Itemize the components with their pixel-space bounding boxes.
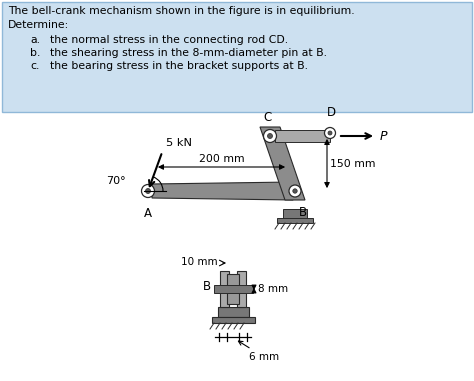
Text: the bearing stress in the bracket supports at B.: the bearing stress in the bracket suppor… <box>50 61 308 71</box>
Polygon shape <box>152 182 293 200</box>
Polygon shape <box>260 127 305 200</box>
Text: The bell-crank mechanism shown in the figure is in equilibrium.: The bell-crank mechanism shown in the fi… <box>8 6 355 16</box>
Text: the shearing stress in the 8-mm-diameter pin at B.: the shearing stress in the 8-mm-diameter… <box>50 48 327 58</box>
Circle shape <box>267 133 273 139</box>
Text: b.: b. <box>30 48 40 58</box>
Text: 6 mm: 6 mm <box>238 341 279 362</box>
Bar <box>212 317 255 323</box>
Text: 200 mm: 200 mm <box>199 154 244 164</box>
Circle shape <box>325 128 336 139</box>
Text: B: B <box>299 206 307 219</box>
Text: B: B <box>203 280 211 293</box>
Bar <box>214 285 253 293</box>
Text: A: A <box>144 207 152 220</box>
Bar <box>275 130 330 142</box>
Text: a.: a. <box>30 35 40 45</box>
Text: C: C <box>264 111 272 124</box>
Text: 70°: 70° <box>106 176 126 186</box>
FancyBboxPatch shape <box>2 2 472 112</box>
Circle shape <box>328 131 332 135</box>
Bar <box>283 209 307 219</box>
Text: 10 mm: 10 mm <box>182 257 218 267</box>
Text: c.: c. <box>30 61 39 71</box>
Text: 5 kN: 5 kN <box>166 138 192 147</box>
Circle shape <box>142 184 155 197</box>
Circle shape <box>146 189 151 194</box>
Bar <box>218 307 249 317</box>
Text: D: D <box>327 106 336 119</box>
Bar <box>227 274 239 304</box>
Circle shape <box>289 185 301 197</box>
Bar <box>237 271 246 307</box>
Bar <box>220 271 229 307</box>
Text: the normal stress in the connecting rod CD.: the normal stress in the connecting rod … <box>50 35 288 45</box>
Text: 8 mm: 8 mm <box>258 284 288 294</box>
Bar <box>277 218 313 223</box>
Text: Determine:: Determine: <box>8 20 69 30</box>
Circle shape <box>264 130 276 142</box>
Text: P: P <box>380 130 388 142</box>
Circle shape <box>293 189 297 193</box>
Text: 150 mm: 150 mm <box>330 158 375 168</box>
